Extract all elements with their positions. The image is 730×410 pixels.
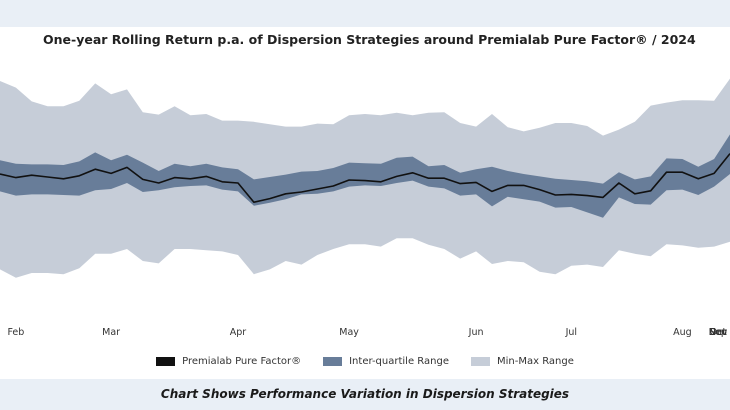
- legend-label-median: Premialab Pure Factor®: [182, 356, 302, 367]
- x-tick-label: Apr: [230, 327, 247, 338]
- legend-item-iqr: Inter-quartile Range: [323, 356, 449, 367]
- legend-label-iqr: Inter-quartile Range: [349, 356, 449, 367]
- x-tick-label: Oct: [710, 327, 727, 338]
- chart-title: One-year Rolling Return p.a. of Dispersi…: [43, 32, 696, 47]
- pure-factor-line: [0, 153, 730, 203]
- x-tick-label: Aug: [673, 327, 692, 338]
- chart-legend: Premialab Pure Factor® Inter-quartile Ra…: [0, 356, 730, 367]
- legend-swatch-iqr: [323, 357, 343, 366]
- x-tick-label: Dec: [709, 327, 727, 338]
- x-tick-label: Mar: [102, 327, 120, 338]
- caption: Chart Shows Performance Variation in Dis…: [160, 387, 570, 401]
- legend-item-median: Premialab Pure Factor®: [156, 356, 301, 367]
- legend-swatch-minmax: [470, 357, 490, 366]
- x-tick-label: Jun: [468, 327, 484, 338]
- x-tick-label: Nov: [709, 327, 728, 338]
- interquartile-range-area: [0, 134, 730, 218]
- x-tick-label: Feb: [7, 327, 24, 338]
- x-tick-label: May: [339, 327, 359, 338]
- x-tick-label: Sep: [709, 327, 727, 338]
- legend-swatch-median: [156, 357, 176, 366]
- legend-label-minmax: Min-Max Range: [496, 356, 574, 367]
- x-tick-label: Jul: [565, 327, 577, 338]
- legend-item-minmax: Min-Max Range: [470, 356, 574, 367]
